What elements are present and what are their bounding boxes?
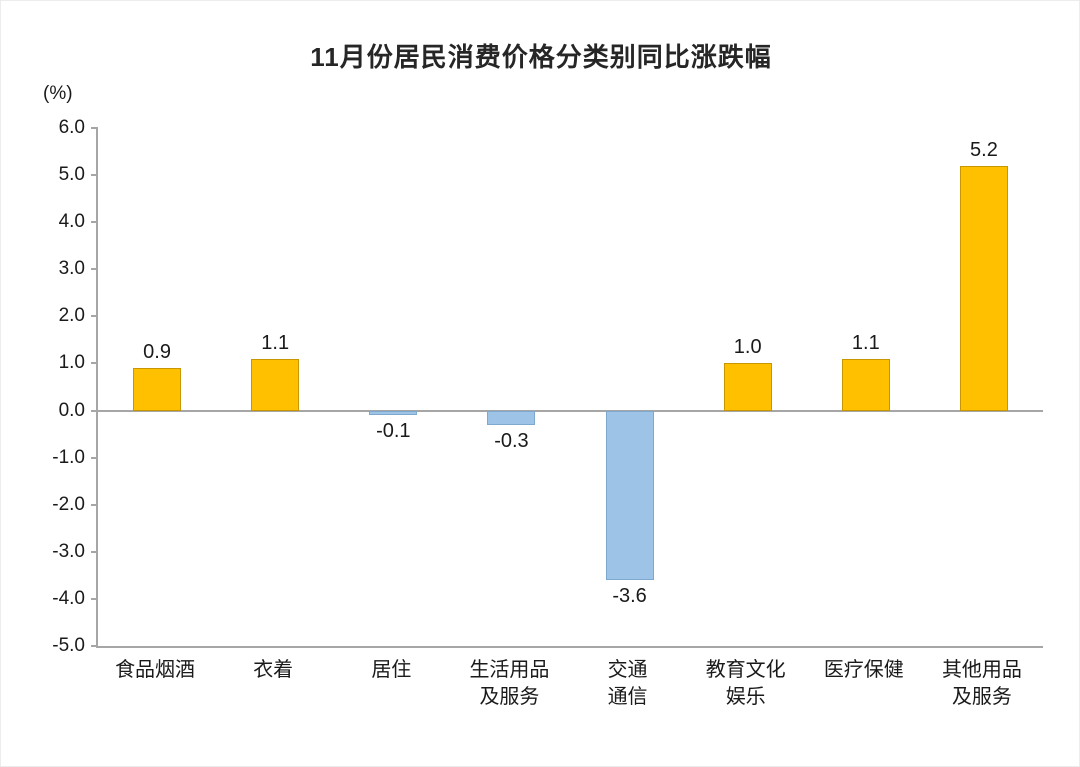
y-axis-tick-label: 6.0 bbox=[58, 117, 85, 138]
bar-value-label: 1.1 bbox=[851, 331, 880, 354]
y-axis-tick-label: -5.0 bbox=[52, 635, 85, 656]
y-axis-tick-mark bbox=[91, 550, 98, 553]
bar bbox=[487, 410, 536, 425]
bar bbox=[251, 358, 300, 411]
y-axis-tick-label: -2.0 bbox=[52, 493, 85, 515]
x-axis-category-label: 衣着 bbox=[253, 659, 294, 681]
bar-value-label: -3.6 bbox=[612, 585, 647, 608]
x-axis-category-label: 教育文化 娱乐 bbox=[705, 659, 786, 708]
bar-value-label: 1.1 bbox=[261, 331, 290, 354]
bar bbox=[841, 358, 890, 411]
bar-value-label: 0.9 bbox=[143, 341, 171, 364]
x-axis-category-labels: 食品烟酒 衣着 居住 生活用品 及服务 交通 通信 教育文化 娱乐 医疗保健 其他用品 及服务 bbox=[96, 657, 1041, 747]
x-axis-category-label: 居住 bbox=[371, 659, 412, 681]
x-axis-category-label: 交通 通信 bbox=[607, 659, 648, 708]
y-axis-tick-mark bbox=[91, 597, 98, 600]
x-axis-category-label: 食品烟酒 bbox=[115, 659, 196, 681]
y-axis-tick-label: -4.0 bbox=[52, 587, 85, 609]
y-axis-tick-mark bbox=[91, 315, 98, 318]
y-axis-tick-label: 1.0 bbox=[58, 352, 85, 374]
y-axis-tick-label: -3.0 bbox=[52, 540, 85, 562]
y-axis-unit-label: (%) bbox=[43, 83, 73, 104]
bar-value-label: 1.0 bbox=[733, 336, 762, 359]
y-axis-tick-labels: 6.0 5.0 4.0 3.0 2.0 1.0 0.0 -1.0 -2.0 -3.0 -4.0 -5.… bbox=[1, 117, 85, 656]
y-axis-tick-mark bbox=[91, 221, 98, 224]
y-axis-tick-label: 0.0 bbox=[58, 399, 85, 421]
y-axis-tick-mark bbox=[91, 127, 98, 129]
bar bbox=[605, 410, 654, 581]
bar bbox=[369, 410, 418, 416]
plot-area: 0.9 1.1 -0.1 -0.3 -3.6 1.0 1.1 5.2 bbox=[91, 127, 1043, 648]
y-axis-tick-mark bbox=[91, 503, 98, 506]
y-axis-tick-mark bbox=[91, 268, 98, 271]
y-axis-tick-label: 2.0 bbox=[58, 305, 85, 327]
y-axis-tick-label: 3.0 bbox=[58, 258, 85, 280]
y-axis-tick-label: -1.0 bbox=[52, 446, 85, 468]
bar bbox=[959, 165, 1008, 411]
bar-value-label: -0.1 bbox=[376, 420, 411, 443]
chart-title: 11月份居民消费价格分类别同比涨跌幅 bbox=[310, 42, 772, 72]
x-axis-category-label: 生活用品 及服务 bbox=[469, 659, 550, 708]
bar bbox=[723, 363, 772, 411]
x-axis-category-label: 其他用品 及服务 bbox=[941, 659, 1022, 708]
y-axis-tick-mark bbox=[91, 409, 98, 412]
bar bbox=[133, 368, 182, 411]
y-axis-tick-mark bbox=[91, 174, 98, 177]
y-axis-tick-mark bbox=[91, 362, 98, 365]
x-axis-category-label: 医疗保健 bbox=[823, 659, 904, 681]
bar-value-label: 5.2 bbox=[970, 138, 998, 161]
y-axis-tick-label: 5.0 bbox=[58, 164, 85, 186]
zero-baseline bbox=[98, 409, 1043, 412]
y-axis-tick-mark bbox=[91, 645, 98, 647]
bar-value-label: -0.3 bbox=[494, 429, 529, 452]
y-axis-tick-mark bbox=[91, 456, 98, 459]
y-axis-tick-label: 4.0 bbox=[58, 211, 85, 233]
